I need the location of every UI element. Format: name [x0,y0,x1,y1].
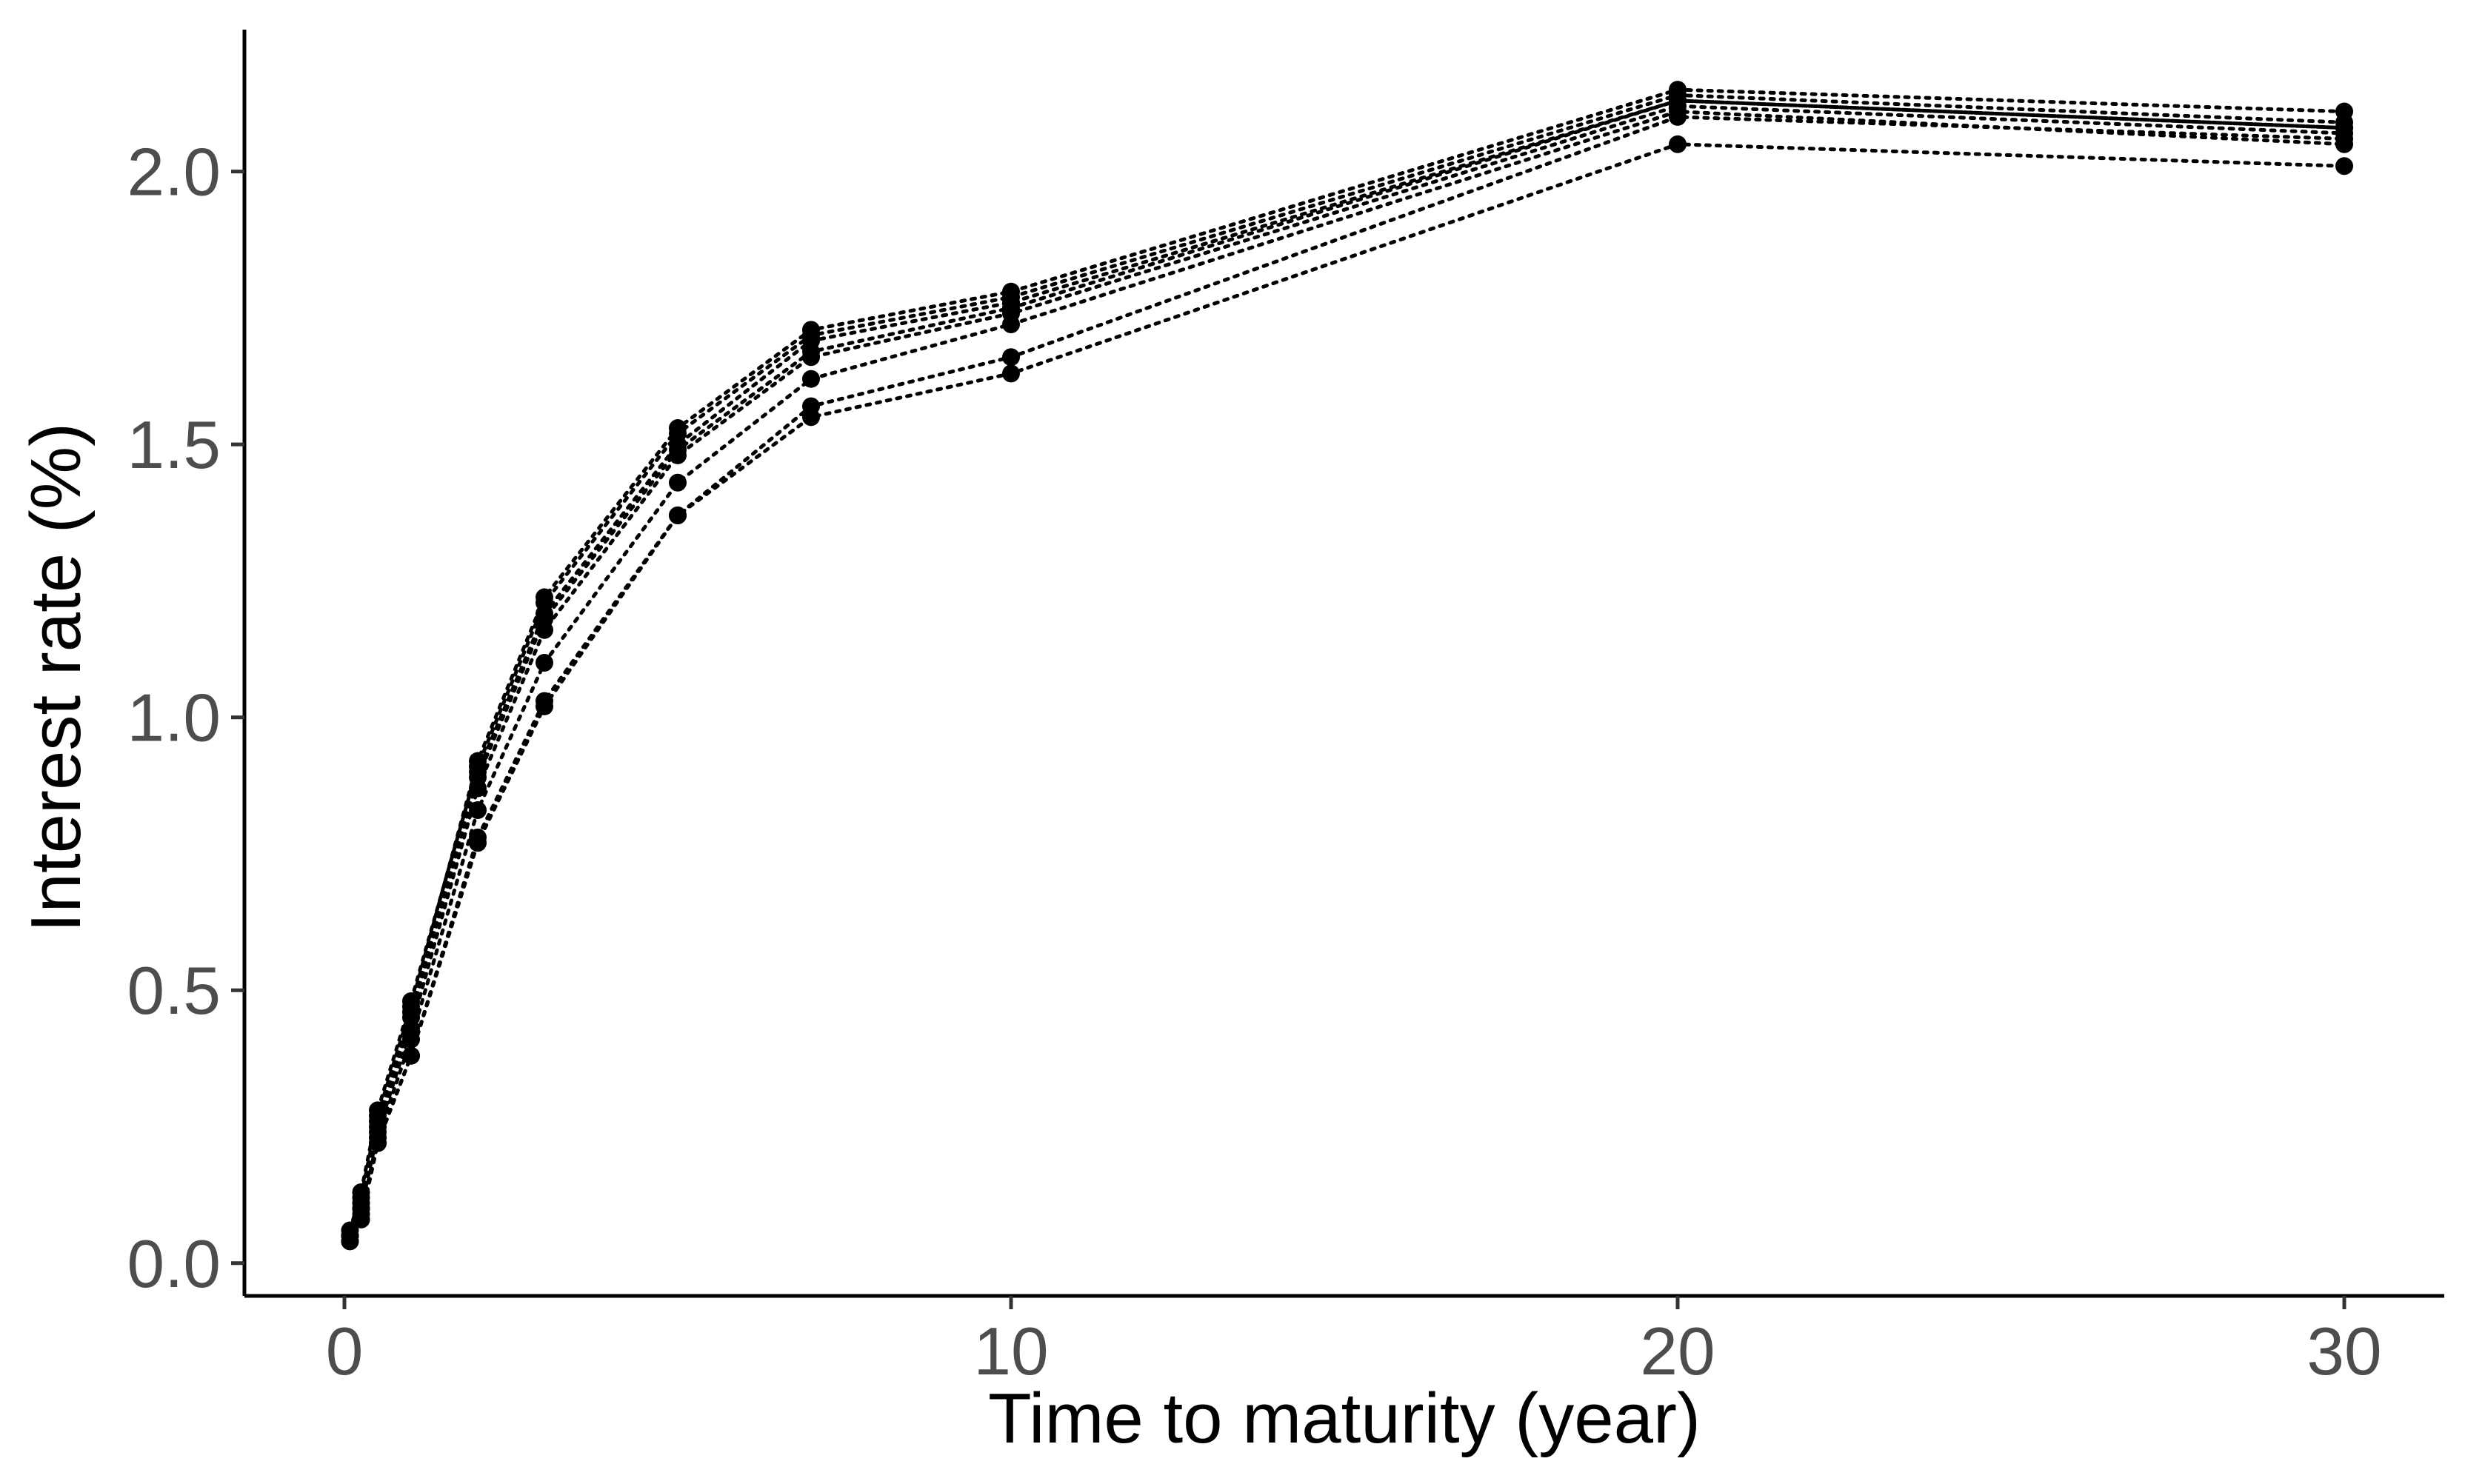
y-tick-label: 0.0 [127,1227,221,1302]
series-point-8 [536,697,553,715]
series-point-8 [402,1046,420,1065]
series-point-5 [536,621,553,639]
series-point-6 [669,473,687,492]
series-point-7 [1002,348,1020,367]
y-tick-label: 1.5 [127,408,221,483]
series-points-group [341,81,2353,1251]
series-point-6 [536,654,553,672]
series-line-6 [348,110,2346,1243]
x-axis-title: Time to maturity (year) [988,1379,1701,1458]
y-ticks-group: 0.0 0.5 1.0 1.5 2.0 [127,136,244,1302]
series-point-5 [469,779,487,798]
series-point-7 [1669,107,1687,126]
series-point-6 [1002,315,1020,334]
x-tick-label: 30 [2306,1314,2381,1389]
x-tick-label: 10 [973,1314,1048,1389]
series-point-6 [802,370,820,388]
series-point-8 [802,408,820,427]
series-point-5 [802,348,820,367]
axes-group [242,30,2444,1298]
series-line-3 [348,98,2346,1238]
series-line-5 [348,104,2346,1238]
x-tick-label: 0 [326,1314,364,1389]
series-line-8 [348,142,2346,1243]
y-tick-label: 0.5 [127,954,221,1029]
series-lines-group [348,87,2346,1243]
y-tick-label: 2.0 [127,136,221,210]
series-point-6 [469,801,487,820]
series-point-8 [469,834,487,852]
series-point-8 [2335,157,2353,176]
series-point-8 [369,1134,387,1152]
series-point-7 [2335,130,2353,148]
x-tick-label: 20 [1640,1314,1715,1389]
y-axis-title: Interest rate (%) [16,423,96,932]
series-line-7 [348,115,2346,1243]
series-point-8 [341,1232,359,1251]
series-point-8 [1002,364,1020,383]
series-point-6 [402,1030,420,1049]
series-point-8 [669,506,687,524]
series-line-2 [348,93,2346,1233]
y-tick-label: 1.0 [127,681,221,756]
x-ticks-group: 0 10 20 30 [326,1296,2382,1389]
series-point-8 [1669,135,1687,153]
series-point-8 [352,1210,370,1229]
series-line-1 [348,87,2346,1238]
series-point-5 [669,446,687,464]
series-line-4 [348,98,2346,1238]
